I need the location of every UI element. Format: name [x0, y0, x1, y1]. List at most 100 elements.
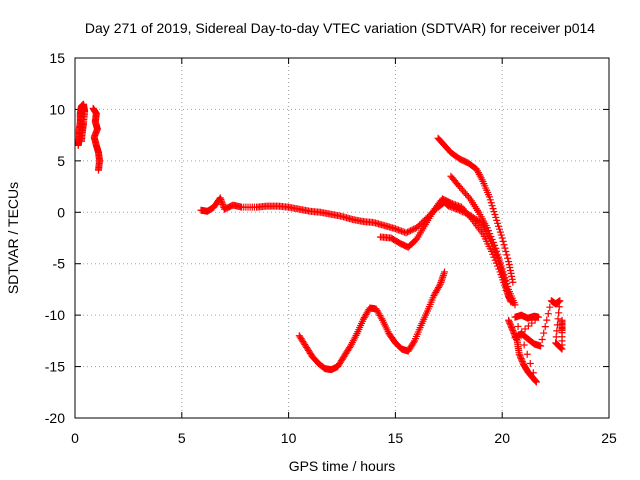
series-early-arc-b	[89, 104, 104, 174]
data-point	[494, 250, 502, 258]
data-point	[402, 229, 410, 237]
data-point	[494, 219, 502, 227]
data-point	[219, 200, 227, 208]
x-tick-label: 25	[601, 430, 617, 446]
data-point	[486, 196, 494, 204]
data-point	[483, 224, 491, 232]
data-point	[439, 273, 447, 281]
x-tick-labels: 0 5 10 15 20 25	[71, 430, 617, 446]
data-point	[529, 369, 537, 377]
y-tick-label: 10	[49, 101, 65, 117]
data-point	[509, 328, 517, 336]
data-point	[378, 315, 386, 323]
data-point	[440, 270, 448, 278]
y-tick-label: -15	[45, 359, 65, 375]
chart-title: Day 271 of 2019, Sidereal Day-to-day VTE…	[85, 20, 595, 36]
data-point	[524, 322, 532, 330]
data-point	[501, 274, 509, 282]
data-point	[544, 310, 552, 318]
y-tick-label: 5	[57, 153, 65, 169]
data-point	[500, 271, 508, 279]
data-point	[499, 237, 507, 245]
data-point	[491, 241, 499, 249]
data-point	[498, 265, 506, 273]
data-point	[487, 199, 495, 207]
data-point	[441, 268, 449, 276]
data-point	[216, 194, 224, 202]
data-point	[505, 316, 513, 324]
data-point	[514, 322, 522, 330]
data-point	[497, 231, 505, 239]
x-tick-label: 20	[494, 430, 510, 446]
data-point	[532, 377, 540, 385]
data-point	[505, 318, 513, 326]
data-point	[520, 341, 528, 349]
data-point	[503, 251, 511, 259]
data-point	[495, 225, 503, 233]
data-point	[501, 244, 509, 252]
series-early-arc-a	[74, 100, 89, 149]
data-point	[502, 248, 510, 256]
data-point	[517, 355, 525, 363]
data-point	[503, 280, 511, 288]
data-point	[489, 205, 497, 213]
data-point	[492, 213, 500, 221]
x-tick-label: 5	[178, 430, 186, 446]
data-point	[217, 196, 225, 204]
data-point	[504, 254, 512, 262]
data-point	[532, 378, 540, 386]
data-point	[541, 323, 549, 331]
data-point	[407, 227, 415, 235]
data-point	[94, 166, 102, 174]
data-point	[505, 258, 513, 266]
plot-frame	[74, 57, 610, 419]
data-point	[505, 261, 513, 269]
data-point	[493, 216, 501, 224]
data-point	[509, 327, 517, 335]
data-point	[504, 282, 512, 290]
x-axis-label: GPS time / hours	[289, 458, 396, 474]
data-point	[500, 241, 508, 249]
data-point	[515, 350, 523, 358]
data-point	[484, 227, 492, 235]
series-steep-arc-b	[447, 172, 519, 309]
data-point	[439, 271, 447, 279]
data-point	[555, 303, 563, 311]
data-point	[511, 301, 519, 309]
y-tick-label: 15	[49, 50, 65, 66]
data-point	[487, 233, 495, 241]
y-tick-labels: -20 -15 -10 -5 0 5 10 15	[45, 50, 65, 426]
y-axis-label: SDTVAR / TECUs	[5, 182, 21, 294]
data-point	[506, 319, 514, 327]
data-point	[540, 329, 548, 337]
data-point	[507, 322, 515, 330]
data-point	[77, 137, 85, 145]
data-point	[517, 353, 525, 361]
data-point	[518, 358, 526, 366]
data-point	[488, 235, 496, 243]
data-point	[496, 228, 504, 236]
data-markers	[74, 100, 566, 386]
data-point	[531, 377, 539, 385]
data-point	[558, 327, 566, 335]
data-point	[543, 316, 551, 324]
data-point	[508, 324, 516, 332]
data-point	[491, 210, 499, 218]
data-point	[485, 193, 493, 201]
data-point	[490, 208, 498, 216]
data-point	[495, 256, 503, 264]
data-point	[508, 275, 516, 283]
data-point	[495, 253, 503, 261]
x-tick-label: 0	[71, 430, 79, 446]
data-point	[506, 321, 514, 329]
data-point	[508, 325, 516, 333]
data-point	[554, 315, 562, 323]
data-point	[496, 259, 504, 267]
data-point	[410, 338, 418, 346]
series-main-arc	[197, 194, 517, 307]
data-point	[488, 202, 496, 210]
data-point	[493, 247, 501, 255]
y-tick-label: -5	[53, 256, 66, 272]
